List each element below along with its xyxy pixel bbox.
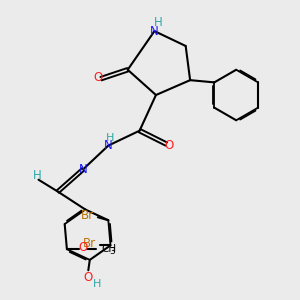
Text: H: H	[33, 169, 41, 182]
Text: N: N	[150, 25, 159, 38]
Text: N: N	[104, 139, 113, 152]
Text: Br: Br	[81, 209, 94, 222]
Text: O: O	[83, 271, 92, 284]
Text: H: H	[154, 16, 162, 29]
Text: N: N	[79, 163, 88, 176]
Text: H: H	[106, 133, 114, 143]
Text: Br: Br	[83, 237, 96, 250]
Text: CH: CH	[101, 244, 116, 254]
Text: 3: 3	[109, 247, 115, 256]
Text: O: O	[165, 139, 174, 152]
Text: O: O	[79, 241, 88, 254]
Text: O: O	[93, 71, 103, 84]
Text: H: H	[93, 279, 101, 289]
